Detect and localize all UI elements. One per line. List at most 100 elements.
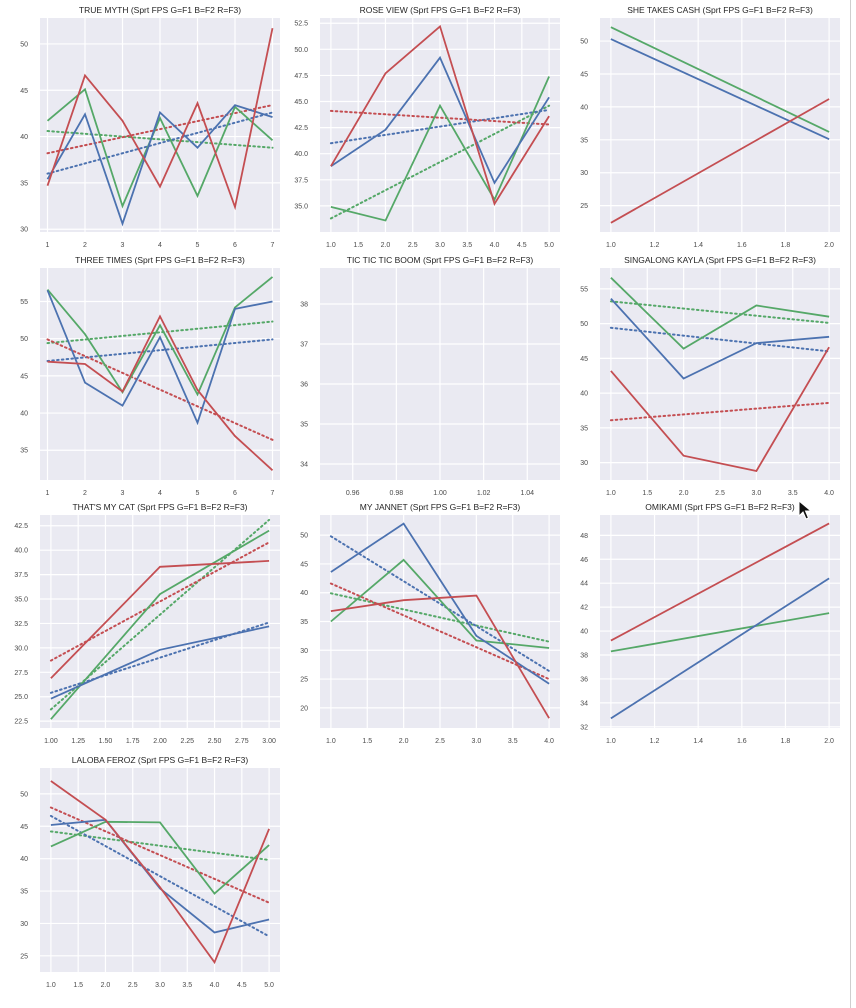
- series-line-f3: [50, 780, 270, 965]
- subplot-6: 1.0 1.5 2.0 2.5 3.0 3.5 4.0 30 35 40 45 50 55 SINGALO…: [580, 255, 840, 497]
- y-tick-label: 50: [20, 41, 28, 48]
- series-line-f3: [330, 24, 550, 206]
- x-tick-label: 1.2: [650, 738, 660, 745]
- series-line-f1: [46, 276, 274, 397]
- series-line-f3: [47, 314, 274, 471]
- x-tick-label: 6: [233, 490, 237, 497]
- trendline-f1: [46, 130, 274, 149]
- x-tick-label: 4: [158, 490, 162, 497]
- y-tick-label: 32: [580, 724, 588, 731]
- y-tick-label: 38: [300, 302, 308, 309]
- subplot-3: 1.0 1.2 1.4 1.6 1.8 2.0 25 30 35 40 45 50 SHE TAKES …: [580, 5, 840, 249]
- trendline-f3: [49, 806, 271, 904]
- series-line-f2: [50, 625, 270, 700]
- subplot-7: 1.00 1.25 1.50 1.75 2.00 2.25 2.50 2.75 3.00 22.5…: [14, 502, 280, 745]
- subplot-title: THREE TIMES (Sprt FPS G=F1 B=F2 R=F3): [75, 255, 245, 265]
- y-tick-label: 35: [580, 425, 588, 432]
- trendline-f3: [46, 104, 274, 155]
- x-tick-label: 1.6: [737, 738, 747, 745]
- x-tick-label: 1.6: [737, 242, 747, 249]
- x-tick-label: 2.0: [824, 242, 834, 249]
- y-tick-label: 32.5: [14, 621, 28, 628]
- y-tick-label: 50: [20, 791, 28, 798]
- series-line-f2: [610, 38, 830, 141]
- y-tick-label: 44: [580, 581, 588, 588]
- y-tick-label: 35: [580, 137, 588, 144]
- y-tick-label: 40: [20, 134, 28, 141]
- x-tick-label: 1.0: [46, 982, 56, 989]
- trendline-f1: [49, 830, 271, 861]
- y-tick-label: 45: [300, 561, 308, 568]
- x-tick-label: 1.4: [693, 738, 703, 745]
- series-line-f2: [46, 289, 273, 426]
- series-line-f2: [610, 577, 830, 720]
- y-tick-label: 42: [580, 605, 588, 612]
- y-tick-label: 35: [20, 180, 28, 187]
- trendline-f1: [329, 104, 551, 220]
- y-tick-label: 45.0: [294, 99, 308, 106]
- subplot-8: 1.0 1.5 2.0 2.5 3.0 3.5 4.0 20 25 30 35 40 45 50 MY JA…: [300, 502, 560, 745]
- x-tick-label: 4.5: [237, 982, 247, 989]
- subplot-title: SINGALONG KAYLA (Sprt FPS G=F1 B=F2 R=F3…: [624, 255, 816, 265]
- y-tick-label: 40: [580, 391, 588, 398]
- y-tick-label: 40.0: [14, 548, 28, 555]
- subplot-5: 0.96 0.98 1.00 1.02 1.04 34 35 36 37 38 TIC TIC TI…: [300, 255, 560, 497]
- x-tick-label: 2: [83, 490, 87, 497]
- x-tick-label: 2.0: [679, 490, 689, 497]
- y-tick-label: 50.0: [294, 47, 308, 54]
- y-tick-label: 50: [580, 321, 588, 328]
- y-tick-label: 37.5: [14, 572, 28, 579]
- x-tick-label: 4.5: [517, 242, 527, 249]
- series-line-f2: [330, 55, 550, 185]
- x-tick-label: 1.0: [606, 242, 616, 249]
- x-tick-label: 5: [196, 242, 200, 249]
- x-tick-label: 2: [83, 242, 87, 249]
- y-tick-label: 46: [580, 557, 588, 564]
- x-tick-label: 2.5: [715, 490, 725, 497]
- x-tick-label: 3.0: [751, 490, 761, 497]
- x-tick-label: 2.5: [435, 738, 445, 745]
- y-tick-label: 45: [20, 88, 28, 95]
- x-tick-label: 1.50: [99, 738, 113, 745]
- x-tick-label: 1: [46, 490, 50, 497]
- y-tick-label: 34: [300, 462, 308, 469]
- series-line-f1: [330, 76, 550, 222]
- series-line-f1: [330, 558, 550, 649]
- y-tick-label: 27.5: [14, 670, 28, 677]
- x-tick-label: 7: [271, 242, 275, 249]
- subplot-9: 1.0 1.2 1.4 1.6 1.8 2.0 32 34 36 38 40 42 44 46 48 OMIK…: [580, 502, 840, 745]
- y-tick-label: 35.0: [14, 597, 28, 604]
- y-tick-label: 50: [20, 336, 28, 343]
- x-tick-label: 5.0: [544, 242, 554, 249]
- subplot-title: THAT'S MY CAT (Sprt FPS G=F1 B=F2 R=F3): [72, 502, 247, 512]
- x-tick-label: 4.0: [544, 738, 554, 745]
- y-tick-label: 20: [300, 705, 308, 712]
- y-tick-label: 45: [20, 373, 28, 380]
- y-tick-label: 50: [300, 533, 308, 540]
- x-tick-label: 5: [196, 490, 200, 497]
- trendline-f2: [609, 326, 831, 353]
- x-tick-label: 1: [46, 242, 50, 249]
- y-tick-label: 30.0: [14, 645, 28, 652]
- x-tick-label: 3.5: [462, 242, 472, 249]
- x-tick-label: 0.96: [346, 490, 360, 497]
- y-tick-label: 35: [300, 619, 308, 626]
- x-tick-label: 2.25: [180, 738, 194, 745]
- y-tick-label: 25.0: [14, 694, 28, 701]
- y-tick-label: 40: [20, 856, 28, 863]
- x-tick-label: 2.00: [153, 738, 167, 745]
- x-tick-label: 1.0: [606, 490, 616, 497]
- series-line-f2: [610, 297, 830, 380]
- y-tick-label: 36: [300, 382, 308, 389]
- trendline-f2: [46, 338, 274, 362]
- trendline-f1: [46, 320, 274, 345]
- trendline-f2: [46, 111, 274, 175]
- y-tick-label: 47.5: [294, 73, 308, 80]
- subplot-10: 1.0 1.5 2.0 2.5 3.0 3.5 4.0 4.5 5.0 25 30 35 40 45 50 L…: [20, 755, 280, 989]
- x-tick-label: 3.00: [262, 738, 276, 745]
- subplot-title: TRUE MYTH (Sprt FPS G=F1 B=F2 R=F3): [79, 5, 241, 15]
- subplot-2: 1.0 1.5 2.0 2.5 3.0 3.5 4.0 4.5 5.0 35.0 37.5 40.0 4…: [294, 5, 560, 249]
